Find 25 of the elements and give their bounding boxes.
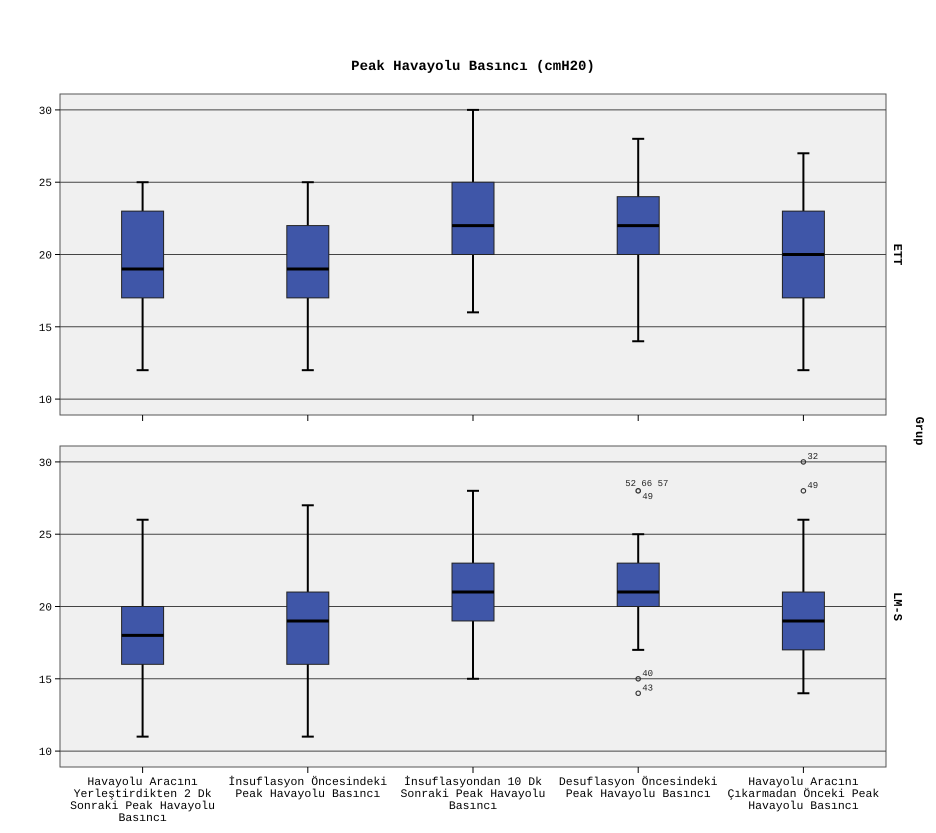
- y-tick-label: 20: [38, 602, 52, 614]
- y-tick-label: 25: [38, 530, 52, 542]
- annotation: 43: [642, 683, 654, 694]
- x-tick-label: Desuflasyon Öncesindeki Peak Havayolu Basıncı: [558, 775, 718, 801]
- y-tick-label: 25: [38, 178, 52, 190]
- annotation: 49: [807, 480, 818, 491]
- chart-title: Peak Havayolu Basıncı (cmH20): [351, 59, 595, 75]
- text: Grup: [912, 416, 926, 446]
- y-tick-label: 15: [38, 674, 52, 687]
- y-tick-label: 20: [38, 250, 52, 262]
- y2-axis-title: LM-S: [890, 592, 904, 621]
- y-tick-label: 30: [38, 458, 52, 470]
- y2-axis-title: ETT: [890, 244, 904, 266]
- x-tick-label: Havayolu Aracını Çıkarmadan Önceki Peak Havayolu Basıncı: [727, 776, 880, 813]
- y-tick-label: 15: [38, 322, 52, 335]
- y-tick-label: 10: [38, 747, 52, 760]
- annotation: 32: [807, 452, 818, 462]
- annotation: 49: [642, 492, 654, 502]
- x-tick-label: Havayolu Aracını Yerleştirdikten 2 Dk Sonraki Peak Havayolu Basıncı: [70, 776, 216, 825]
- y-tick-label: 30: [38, 106, 52, 118]
- annotation: 40: [642, 668, 654, 679]
- x-tick-label: İnsuflasyon Öncesindeki Peak Havayolu Basıncı: [228, 775, 388, 801]
- x-tick-label: İnsuflasyondan 10 Dk Sonraki Peak Havayolu Basıncı: [400, 775, 546, 813]
- y-tick-label: 10: [38, 395, 52, 408]
- annotation: 52 66 57: [625, 478, 668, 489]
